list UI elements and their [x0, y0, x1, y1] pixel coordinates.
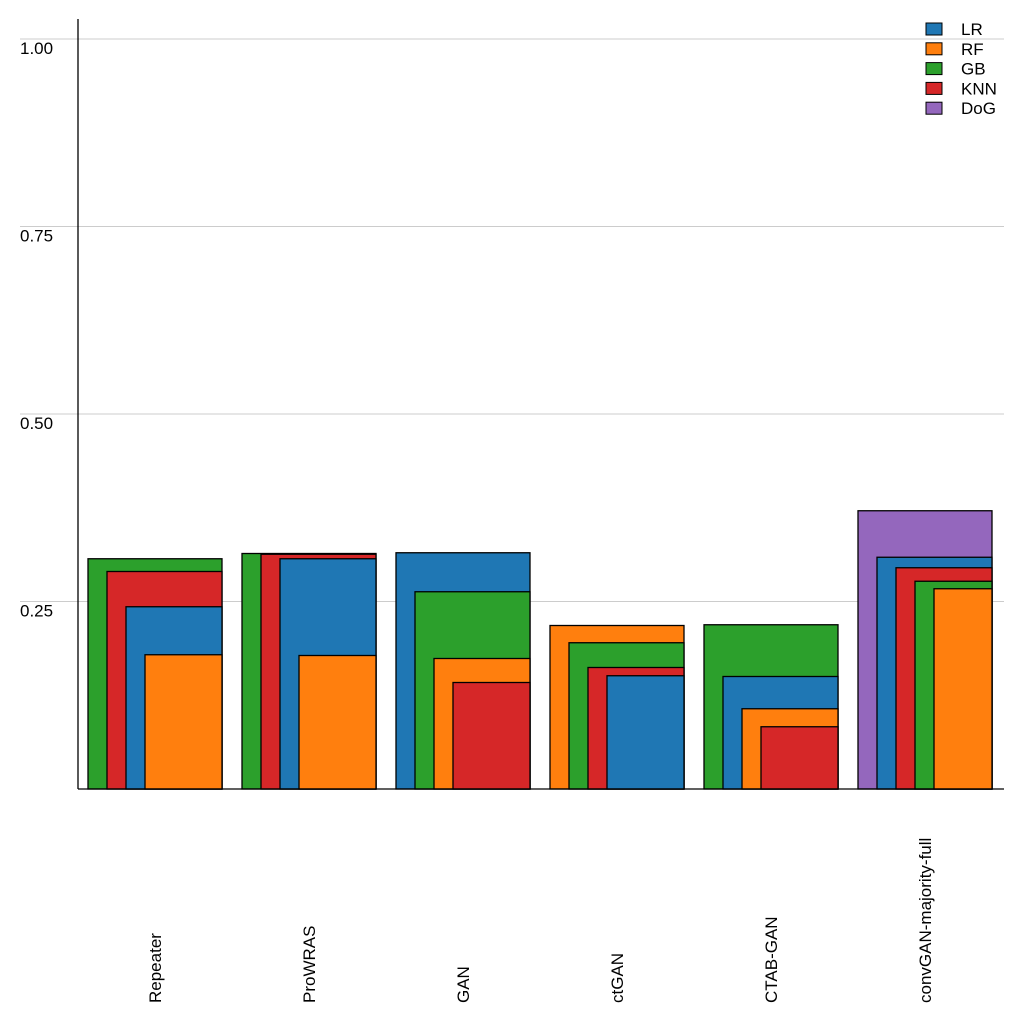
legend-item-knn: KNN [925, 79, 997, 98]
x-tick-label: convGAN-majority-full [916, 838, 935, 1003]
x-tick-label: ctGAN [608, 953, 627, 1003]
bar-group-ctab-gan [703, 624, 839, 790]
bar-group-prowras [241, 552, 377, 790]
bar-knn-gan [452, 681, 531, 790]
legend-swatch [925, 22, 943, 36]
x-axis-labels: Repeater ProWRAS GAN ctGAN CTAB-GAN convGAN-m… [146, 838, 935, 1003]
bar-group-gan [395, 552, 531, 790]
bar-lr-ctgan [606, 675, 685, 790]
legend-label: RF [961, 40, 984, 59]
bar-knn-ctab-gan [760, 726, 839, 790]
bar-group-ctgan [549, 624, 685, 790]
legend-label: DoG [961, 99, 996, 118]
legend-item-dog: DoG [925, 99, 996, 118]
legend-swatch [925, 101, 943, 115]
y-tick-label: 1.00 [20, 39, 53, 58]
x-tick-label: Repeater [146, 933, 165, 1003]
y-tick-label: 0.25 [20, 602, 53, 621]
legend-swatch [925, 62, 943, 76]
bar-rf-prowras [298, 654, 377, 790]
y-axis-ticks: 0.25 0.50 0.75 1.00 [20, 39, 53, 621]
x-tick-label: CTAB-GAN [762, 916, 781, 1003]
y-tick-label: 0.75 [20, 227, 53, 246]
bar-rf-repeater [144, 654, 223, 790]
legend-label: KNN [961, 79, 997, 98]
bars [87, 510, 993, 790]
legend-label: GB [961, 60, 986, 79]
legend-item-lr: LR [925, 20, 983, 39]
legend-label: LR [961, 20, 983, 39]
gridlines [20, 38, 1004, 602]
x-tick-label: GAN [454, 966, 473, 1003]
bar-group-convgan-majority-full [857, 510, 993, 790]
legend-swatch [925, 42, 943, 56]
bar-group-repeater [87, 558, 223, 790]
x-tick-label: ProWRAS [300, 926, 319, 1003]
legend-item-rf: RF [925, 40, 984, 59]
bar-rf-convgan-majority-full [933, 588, 993, 790]
legend-item-gb: GB [925, 60, 986, 79]
legend-swatch [925, 81, 943, 95]
y-tick-label: 0.50 [20, 414, 53, 433]
